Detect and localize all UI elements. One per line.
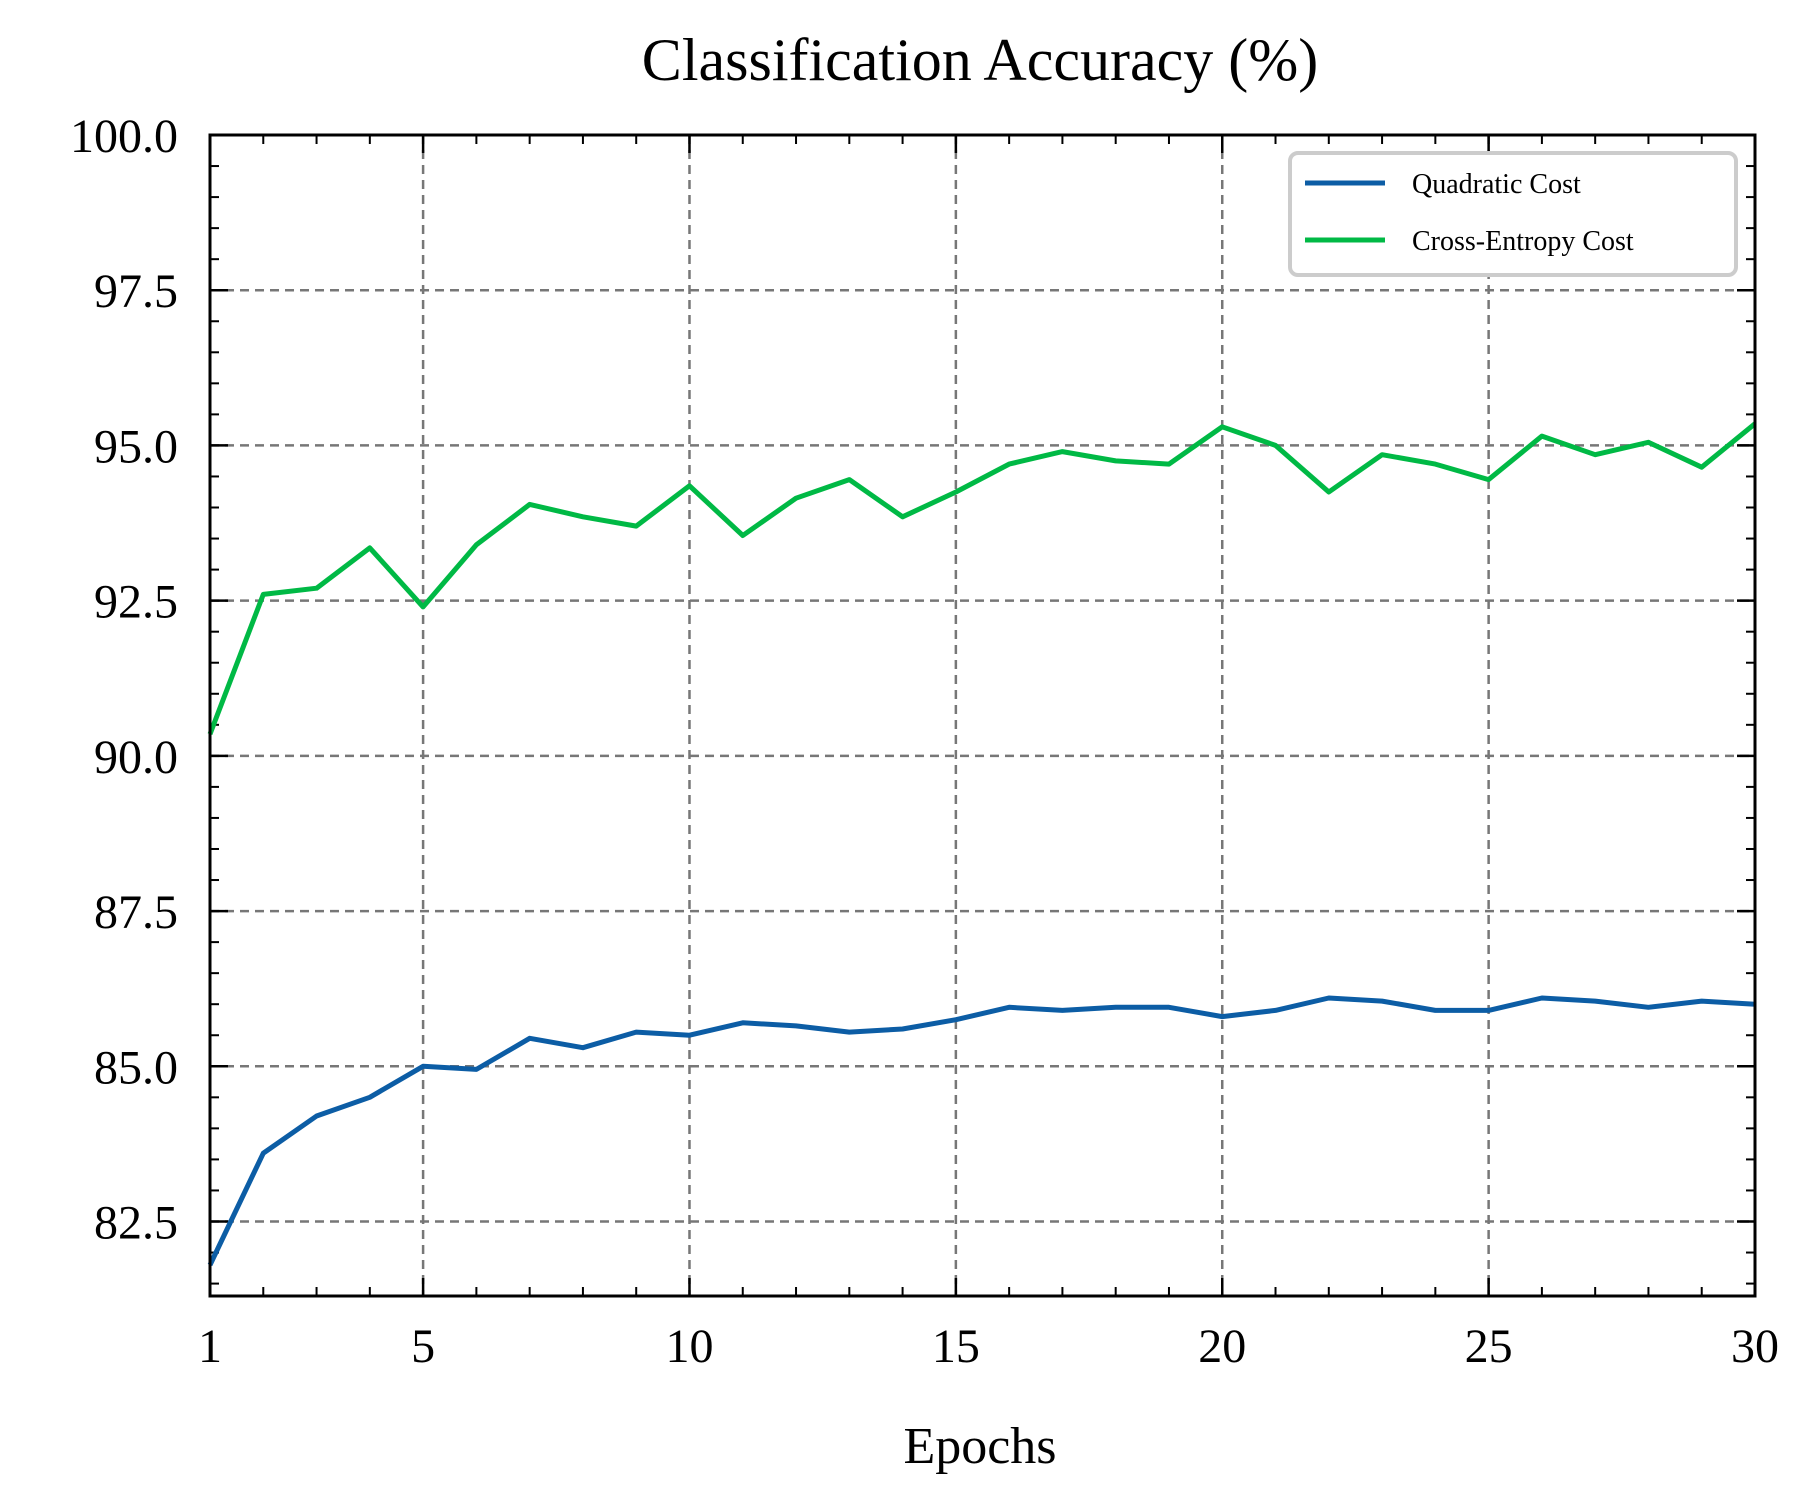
x-tick-label: 10 [665, 1320, 713, 1373]
x-tick-label: 15 [932, 1320, 980, 1373]
y-tick-label: 95.0 [94, 420, 178, 473]
grid-lines [210, 135, 1755, 1296]
chart-title: Classification Accuracy (%) [642, 27, 1318, 93]
y-tick-label: 100.0 [70, 110, 178, 163]
series-lines [207, 421, 1757, 1267]
x-tick-label: 1 [198, 1320, 222, 1373]
x-tick-label: 20 [1198, 1320, 1246, 1373]
legend: Quadratic Cost Cross-Entropy Cost [1288, 151, 1738, 277]
legend-box [1288, 151, 1738, 277]
minor-ticks [210, 135, 1755, 1296]
y-tick-label: 82.5 [94, 1196, 178, 1249]
y-tick-label: 92.5 [94, 576, 178, 629]
legend-label: Quadratic Cost [1412, 169, 1581, 200]
cross-entropy-cost-line [207, 421, 1757, 735]
plot-frame [208, 133, 1757, 1298]
tick-labels: 1 5 10 15 20 25 3082.585.087.590.092.595.097.5… [70, 110, 1779, 1373]
x-tick-label: 5 [411, 1320, 435, 1373]
quadratic-cost-line [207, 995, 1756, 1267]
x-tick-label: 25 [1465, 1320, 1513, 1373]
y-tick-label: 97.5 [94, 265, 178, 318]
legend-label: Cross-Entropy Cost [1412, 226, 1634, 257]
x-tick-label: 30 [1731, 1320, 1779, 1373]
y-tick-label: 85.0 [94, 1041, 178, 1094]
y-tick-label: 90.0 [94, 731, 178, 784]
major-ticks [208, 133, 1757, 1296]
y-tick-label: 87.5 [94, 886, 178, 939]
x-axis-label: Epochs [903, 1418, 1056, 1475]
